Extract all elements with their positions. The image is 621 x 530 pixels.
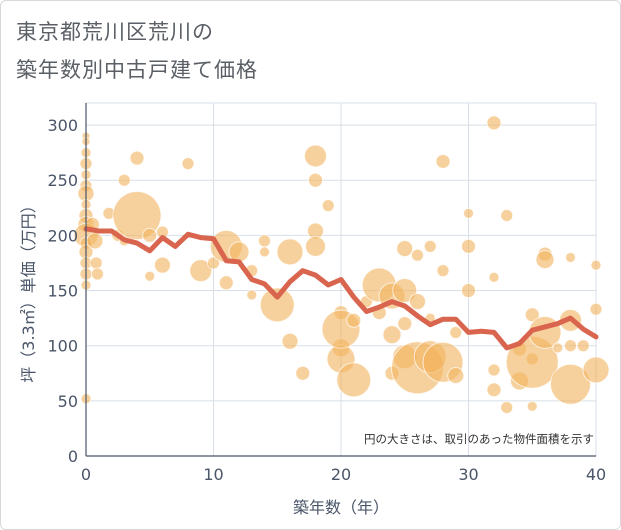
bubble-point [463, 207, 474, 219]
chart-title-line-2: 築年数別中古戸建て価格 [16, 58, 258, 82]
y-tick-label: 300 [47, 116, 78, 135]
axes: 0 50 100 150 200 250 300 0 10 20 30 40 [47, 103, 606, 484]
bubble-point [308, 172, 323, 188]
bubble-point [564, 339, 577, 353]
bubble-point [447, 366, 465, 384]
bubble-point [449, 325, 463, 339]
bubble-point [321, 199, 335, 213]
bubble-point [259, 287, 295, 323]
size-note: 円の大きさは、取引のあった物件面積を示す [364, 432, 594, 446]
x-tick-label: 40 [586, 465, 606, 484]
bubble-point [397, 316, 413, 332]
y-tick-label: 150 [47, 282, 78, 301]
bubble-point [382, 325, 402, 345]
bubble-point [304, 144, 327, 168]
bubble-series [73, 115, 610, 414]
x-tick-label: 10 [203, 465, 223, 484]
bubble-point [281, 332, 299, 350]
bubble-point [336, 362, 372, 398]
chart-title-line-1: 東京都荒川区荒川の [16, 20, 214, 44]
bubble-point [550, 363, 591, 405]
x-tick-label: 0 [81, 465, 91, 484]
bubble-point [181, 157, 195, 171]
x-tick-label: 20 [331, 465, 351, 484]
bubble-point [590, 259, 602, 271]
bubble-point [461, 283, 476, 299]
bubble-point [129, 150, 145, 166]
x-axis-label: 築年数（年） [293, 498, 389, 517]
bubble-point [258, 234, 271, 248]
y-axis-label: 坪（3.3㎡）単価（万円） [19, 197, 38, 382]
bubble-point [526, 400, 538, 412]
bubble-point [552, 342, 564, 354]
bubble-point [207, 256, 220, 270]
bubble-point [409, 293, 426, 311]
bubble-point [500, 400, 514, 414]
bubble-point [488, 271, 500, 283]
bubble-point [305, 235, 326, 257]
bubble-point [423, 239, 437, 253]
bubble-point [396, 240, 414, 258]
y-tick-label: 50 [58, 392, 78, 411]
bubble-point [582, 356, 610, 384]
bubble-point [487, 363, 501, 377]
bubble-point [565, 251, 576, 263]
bubble-point [524, 307, 540, 323]
bubble-point [461, 238, 476, 254]
bubble-point [218, 275, 234, 291]
bubble-point [346, 312, 362, 328]
bubble-point [246, 289, 258, 301]
y-tick-label: 0 [68, 447, 78, 466]
bubble-point [295, 365, 311, 381]
bubble-point [486, 382, 502, 398]
trend-line [83, 226, 599, 351]
bubble-point [117, 173, 131, 187]
bubble-point [89, 256, 103, 270]
bubble-point [576, 339, 590, 353]
bubble-point [90, 267, 104, 281]
bubble-point [435, 153, 451, 169]
y-tick-label: 250 [47, 171, 78, 190]
bubble-point [154, 256, 171, 274]
bubble-point [144, 270, 156, 282]
bubble-point [86, 232, 104, 250]
y-tick-label: 200 [47, 226, 78, 245]
bubble-point [259, 246, 270, 258]
y-tick-label: 100 [47, 337, 78, 356]
bubble-point [486, 115, 502, 131]
bubble-point [276, 238, 304, 266]
bubble-point [589, 302, 603, 316]
x-tick-label: 30 [458, 465, 478, 484]
bubble-point [411, 248, 424, 262]
bubble-point [189, 259, 213, 283]
bubble-point [535, 250, 555, 270]
bubble-point [112, 191, 162, 241]
bubble-point [142, 227, 158, 243]
bubble-point [436, 264, 450, 278]
bubble-point [500, 209, 514, 223]
